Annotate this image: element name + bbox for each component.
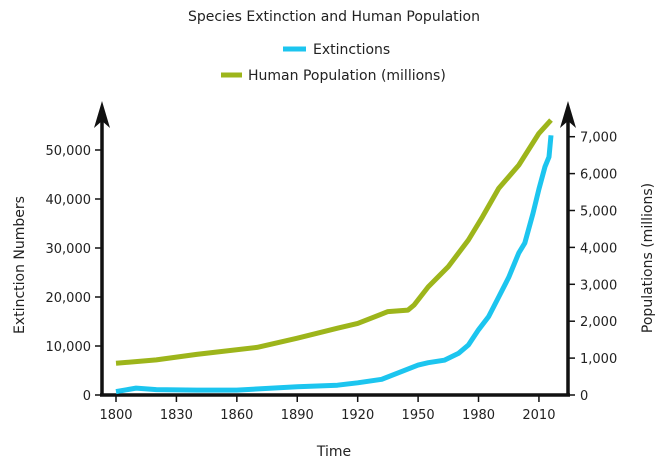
y2-tick-label: 2,000 [580, 315, 617, 330]
y2-tick-label: 1,000 [580, 352, 617, 367]
x-tick-label: 2010 [522, 408, 555, 423]
chart-title: Species Extinction and Human Population [188, 9, 480, 25]
y-axis-label: Extinction Numbers [12, 196, 28, 334]
y2-tick-label: 4,000 [580, 241, 617, 256]
x-tick-label: 1800 [99, 408, 132, 423]
y-tick-label: 30,000 [46, 242, 92, 257]
y2-tick-label: 5,000 [580, 205, 617, 220]
legend-label-extinctions: Extinctions [313, 42, 390, 58]
y2-tick-label: 3,000 [580, 278, 617, 293]
x-tick-label: 1830 [160, 408, 193, 423]
x-tick-label: 1920 [341, 408, 374, 423]
y2-tick-label: 6,000 [580, 168, 617, 183]
legend-label-population: Human Population (millions) [248, 68, 446, 84]
axes [100, 118, 570, 397]
y2-tick-label: 0 [580, 389, 588, 404]
x-tick-label: 1860 [220, 408, 253, 423]
x-axis-label: Time [316, 444, 351, 460]
y2-axis-label: Populations (millions) [640, 183, 656, 333]
right-axis-arrow [560, 101, 576, 128]
y-tick-label: 40,000 [46, 193, 92, 208]
x-tick-label: 1980 [462, 408, 495, 423]
y-tick-label: 10,000 [46, 340, 92, 355]
y-tick-label: 50,000 [46, 144, 92, 159]
x-tick-label: 1890 [281, 408, 314, 423]
legend: Extinctions Human Population (millions) [221, 42, 446, 84]
y-tick-label: 20,000 [46, 291, 92, 306]
y-tick-label: 0 [83, 389, 91, 404]
left-axis-arrow [94, 101, 110, 128]
x-tick-label: 1950 [402, 408, 435, 423]
population-line [115, 118, 553, 366]
y2-tick-label: 7,000 [580, 131, 617, 146]
extinctions-line [115, 135, 554, 395]
